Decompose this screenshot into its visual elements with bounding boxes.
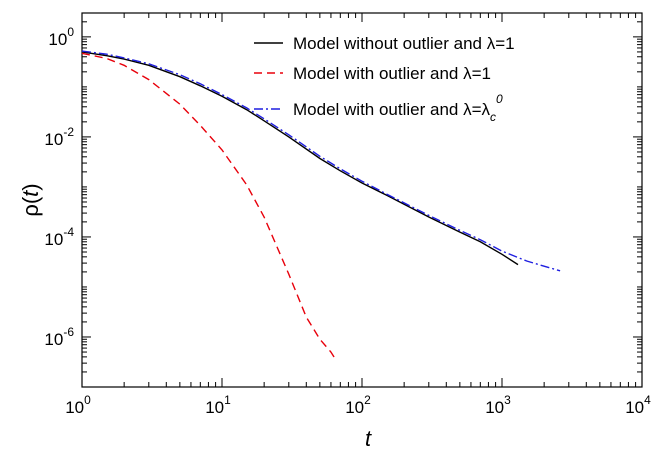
legend-label-2: Model with outlier and λ=1 [293,64,491,83]
x-tick-label: 101 [205,393,231,417]
legend: Model without outlier and λ=1 Model with … [254,34,515,124]
y-axis-label: ρ(t) [18,183,43,216]
legend-label-1: Model without outlier and λ=1 [293,34,515,53]
series-line-3 [81,50,561,272]
x-tick-label: 100 [65,393,91,417]
series-lines [81,50,561,361]
axis-ticks [81,12,643,388]
series-line-1 [81,51,519,266]
y-tick-label: 10-6 [44,325,74,349]
tick-labels: 100 101 102 103 104 100 10-2 10-4 10-6 [44,25,651,417]
x-tick-label: 104 [625,393,651,417]
legend-label-3: Model with outlier and λ=λc0 [293,92,503,124]
x-tick-label: 102 [345,393,371,417]
y-tick-label: 10-4 [44,225,74,249]
y-tick-label: 10-2 [44,125,74,149]
y-tick-label: 100 [48,25,74,49]
series-line-2 [81,52,337,361]
x-axis-label: t [365,426,372,451]
x-tick-label: 103 [485,393,511,417]
